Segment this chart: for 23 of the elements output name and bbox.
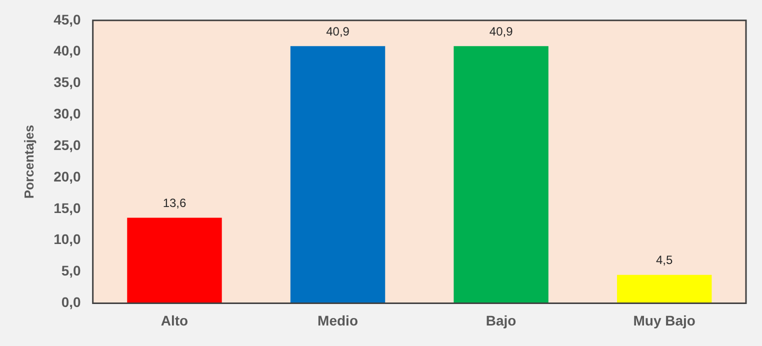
bar [290, 46, 386, 304]
data-label: 13,6 [162, 196, 186, 210]
y-tick-label: 45,0 [54, 11, 82, 28]
y-tick-label: 20,0 [54, 168, 82, 184]
y-tick-label: 15,0 [54, 200, 82, 216]
x-tick-label: Alto [160, 312, 188, 328]
x-tick-label: Bajo [486, 312, 516, 328]
data-label: 40,9 [326, 24, 350, 38]
bar [617, 274, 712, 304]
y-axis-title: Porcentajes [21, 124, 36, 199]
y-tick-label: 5,0 [61, 262, 82, 279]
y-tick-label: 25,0 [54, 136, 82, 153]
data-label: 40,9 [489, 24, 514, 38]
x-tick-label: Medio [318, 312, 358, 328]
data-label: 4,5 [656, 253, 674, 268]
x-tick-label: Muy Bajo [633, 312, 696, 328]
y-tick-label: 0,0 [61, 294, 82, 310]
bar [127, 218, 222, 304]
y-tick-label: 40,0 [54, 42, 82, 59]
y-tick-label: 30,0 [54, 106, 82, 122]
y-tick-label: 10,0 [54, 231, 82, 248]
y-tick-label: 35,0 [54, 74, 82, 90]
bar [454, 46, 548, 304]
